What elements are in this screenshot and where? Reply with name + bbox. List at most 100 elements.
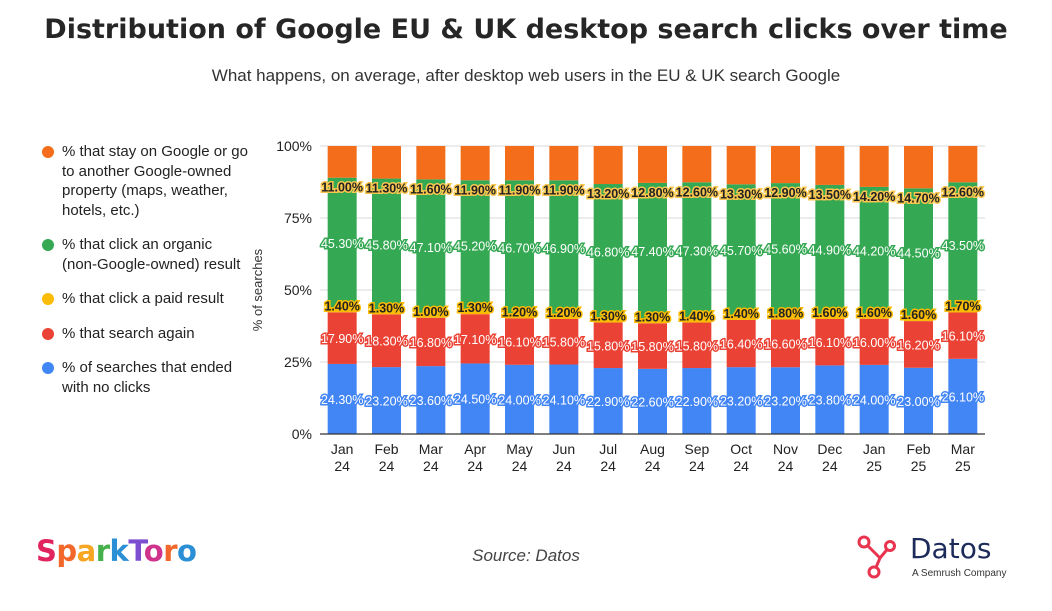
data-label: 12.60% bbox=[676, 185, 718, 199]
bar-segment bbox=[771, 319, 800, 368]
data-label: 1.80% bbox=[768, 306, 803, 320]
bar-segment bbox=[682, 318, 712, 323]
data-label: 22.90% bbox=[676, 395, 718, 409]
data-label: 1.20% bbox=[546, 306, 581, 320]
sparktoro-logo-letter: r bbox=[163, 534, 178, 568]
data-label: 12.90% bbox=[764, 186, 806, 200]
data-label: 11.00% bbox=[321, 181, 363, 195]
x-tick-label: 24 bbox=[733, 458, 749, 474]
x-tick-label: 24 bbox=[556, 458, 572, 474]
sparktoro-logo-letter: p bbox=[56, 534, 77, 568]
bar-segment bbox=[372, 146, 401, 179]
legend: % that stay on Google or go to another G… bbox=[38, 142, 248, 412]
x-tick-label: 25 bbox=[866, 458, 882, 474]
data-label: 23.20% bbox=[365, 395, 407, 409]
x-tick-label: Oct bbox=[730, 441, 752, 457]
data-label: 23.00% bbox=[897, 395, 939, 409]
bar-segment bbox=[859, 186, 889, 315]
data-label: 45.70% bbox=[720, 244, 762, 258]
data-label: 22.90% bbox=[587, 395, 629, 409]
bars bbox=[327, 146, 978, 434]
data-label: 47.10% bbox=[410, 241, 452, 255]
data-label: 1.30% bbox=[369, 301, 404, 315]
data-label: 12.60% bbox=[942, 185, 984, 199]
bar-segment bbox=[771, 146, 800, 184]
sparktoro-logo-letter: T bbox=[128, 534, 144, 568]
x-tick-label: Jul bbox=[599, 441, 617, 457]
data-label: 14.20% bbox=[853, 190, 895, 204]
data-label: 1.40% bbox=[324, 299, 359, 313]
data-label: 45.60% bbox=[764, 243, 806, 257]
data-label: 13.20% bbox=[587, 187, 629, 201]
x-tick-label: Sep bbox=[684, 441, 709, 457]
bar-segment bbox=[682, 322, 712, 369]
data-label: 11.60% bbox=[410, 182, 452, 196]
x-tick-label: Nov bbox=[773, 441, 798, 457]
bar-segment bbox=[460, 310, 490, 315]
data-label: 23.80% bbox=[809, 394, 851, 408]
x-tick-label: 24 bbox=[600, 458, 616, 474]
data-label: 24.10% bbox=[543, 393, 585, 407]
bar-segment bbox=[327, 363, 357, 434]
y-axis-title: % of searches bbox=[250, 248, 265, 331]
bar-segment bbox=[416, 146, 446, 180]
bar-segment bbox=[815, 314, 845, 319]
bar-segment bbox=[948, 146, 978, 183]
bar-segment bbox=[682, 146, 712, 183]
bar-segment bbox=[859, 364, 889, 434]
legend-label: % that stay on Google or go to another G… bbox=[62, 143, 248, 219]
bar-segment bbox=[593, 322, 623, 369]
legend-item-stay-on-google: % that stay on Google or go to another G… bbox=[38, 142, 248, 220]
data-label: 24.00% bbox=[498, 393, 540, 407]
bar-segment bbox=[638, 146, 667, 183]
sparktoro-logo-letter: k bbox=[109, 534, 129, 568]
data-label: 18.30% bbox=[365, 335, 407, 349]
data-label: 44.50% bbox=[897, 246, 939, 260]
x-tick-label: Feb bbox=[906, 441, 930, 457]
legend-label: % that click an organic (non-Google-owne… bbox=[62, 236, 241, 273]
data-label: 47.30% bbox=[676, 244, 718, 258]
bar-segment bbox=[904, 321, 933, 368]
data-label: 16.10% bbox=[498, 336, 540, 350]
bar-segment bbox=[549, 315, 579, 319]
x-tick-label: Dec bbox=[817, 441, 842, 457]
data-label: 13.30% bbox=[720, 187, 762, 201]
data-label: 1.60% bbox=[901, 308, 936, 322]
data-label: 26.10% bbox=[942, 390, 984, 404]
data-label: 23.60% bbox=[410, 394, 452, 408]
legend-label: % of searches that ended with no clicks bbox=[62, 359, 233, 396]
sparktoro-logo-letter: o bbox=[177, 534, 197, 568]
bar-segment bbox=[372, 367, 401, 434]
datos-logo: Datos A Semrush Company bbox=[850, 530, 1030, 582]
bar-segment bbox=[505, 180, 534, 315]
data-label: 1.70% bbox=[945, 299, 980, 313]
bar-segment bbox=[815, 146, 845, 185]
data-label: 16.40% bbox=[720, 338, 762, 352]
data-label: 16.00% bbox=[853, 336, 895, 350]
x-tick-label: Jan bbox=[331, 441, 354, 457]
sparktoro-logo: SparkToro bbox=[36, 534, 197, 568]
y-tick-label: 0% bbox=[292, 426, 312, 442]
legend-dot-red bbox=[42, 327, 54, 340]
data-label: 44.90% bbox=[809, 244, 851, 258]
axes: 0%25%50%75%100%% of searchesJan24Feb24Ma… bbox=[250, 138, 985, 474]
bar-segment bbox=[505, 318, 534, 365]
bar-segment bbox=[505, 314, 534, 319]
x-tick-label: 24 bbox=[778, 458, 794, 474]
bar-segment bbox=[859, 146, 889, 187]
bar-segment bbox=[327, 177, 357, 309]
data-label: 1.60% bbox=[856, 306, 891, 320]
bar-segment bbox=[726, 146, 756, 185]
data-label: 11.90% bbox=[499, 183, 541, 197]
data-label: 1.30% bbox=[635, 310, 670, 324]
sparktoro-logo-letter: a bbox=[76, 534, 97, 568]
legend-dot-yellow bbox=[42, 293, 54, 305]
y-tick-label: 100% bbox=[276, 138, 312, 154]
bar-segment bbox=[682, 368, 712, 434]
data-label: 46.90% bbox=[543, 242, 585, 256]
bar-segment bbox=[593, 368, 623, 434]
data-label: 23.20% bbox=[764, 395, 806, 409]
datos-logo-name: Datos bbox=[910, 532, 992, 565]
x-tick-label: May bbox=[506, 441, 532, 457]
